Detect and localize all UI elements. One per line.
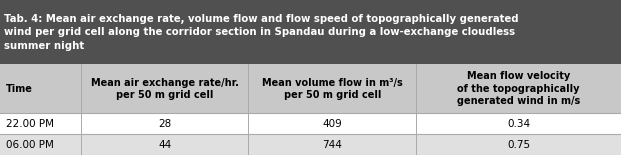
Text: Mean volume flow in m³/s
per 50 m grid cell: Mean volume flow in m³/s per 50 m grid c… — [262, 78, 402, 100]
Text: Mean flow velocity
of the topographically
generated wind in m/s: Mean flow velocity of the topographicall… — [457, 71, 580, 106]
Text: 0.75: 0.75 — [507, 140, 530, 150]
Text: 44: 44 — [158, 140, 171, 150]
Text: 22.00 PM: 22.00 PM — [6, 119, 54, 129]
Text: 28: 28 — [158, 119, 171, 129]
Text: Mean air exchange rate/hr.
per 50 m grid cell: Mean air exchange rate/hr. per 50 m grid… — [91, 78, 238, 100]
Text: 409: 409 — [322, 119, 342, 129]
Text: 0.34: 0.34 — [507, 119, 530, 129]
Text: Tab. 4: Mean air exchange rate, volume flow and flow speed of topographically ge: Tab. 4: Mean air exchange rate, volume f… — [4, 14, 519, 51]
Text: Time: Time — [6, 84, 33, 94]
Bar — [0, 0, 621, 64]
Text: 744: 744 — [322, 140, 342, 150]
Text: 06.00 PM: 06.00 PM — [6, 140, 54, 150]
Bar — [0, 134, 621, 155]
Bar — [0, 64, 621, 113]
Bar — [0, 113, 621, 134]
